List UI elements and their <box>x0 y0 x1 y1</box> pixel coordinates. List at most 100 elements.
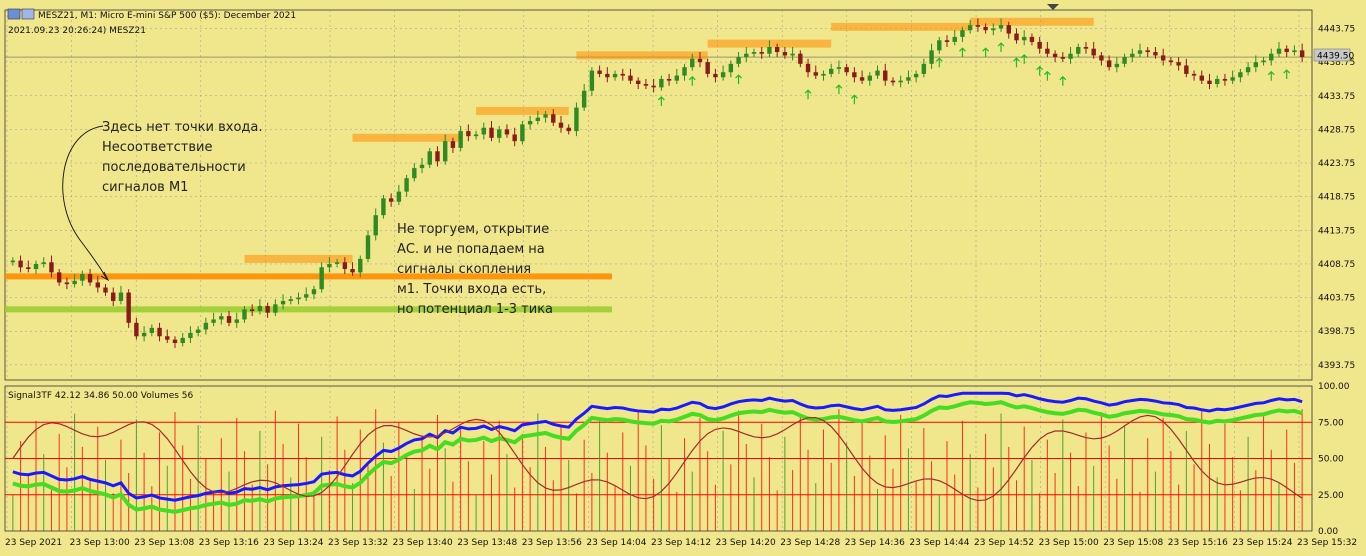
up-arrow-icon <box>1013 57 1020 68</box>
scroll-marker-icon[interactable] <box>1047 4 1059 10</box>
candle-body <box>574 107 579 132</box>
candle-body <box>358 258 363 273</box>
candle-body <box>134 322 139 337</box>
candle-body <box>1160 55 1166 61</box>
candle-body <box>1253 62 1259 68</box>
candle-body <box>172 339 178 343</box>
indicator-axis: 100.00 75.00 50.00 25.00 0.00 <box>1318 382 1350 537</box>
candle-body <box>311 289 317 295</box>
candle-body <box>813 72 818 76</box>
candle-body <box>319 267 324 290</box>
time-tick-label: 23 Sep 15:08 <box>1103 538 1163 548</box>
candle-body <box>659 78 664 88</box>
candle-body <box>373 215 378 236</box>
candle-body <box>1184 65 1189 74</box>
candle-body <box>921 63 927 74</box>
candle-body <box>1261 60 1266 63</box>
candle-body <box>350 269 355 273</box>
candle-body <box>635 80 641 84</box>
time-tick-label: 23 Sep 2021 <box>5 538 62 548</box>
price-tick-label: 4393.75 <box>1318 361 1355 371</box>
candle-body <box>365 235 371 259</box>
candle-body <box>419 164 425 169</box>
candle-body <box>836 67 842 69</box>
signal-line-green <box>12 400 1303 514</box>
candle-body <box>744 53 749 58</box>
up-arrow-icon <box>1036 65 1044 76</box>
up-arrow-icon <box>997 42 1005 53</box>
candle-body <box>682 67 687 76</box>
candle-body <box>620 73 625 76</box>
window-icon-2 <box>21 8 35 20</box>
candle-body <box>296 297 301 300</box>
candle-body <box>605 73 610 78</box>
price-tick-label: 4423.75 <box>1318 159 1355 169</box>
candle-body <box>473 134 479 137</box>
price-label: 4439.50 <box>1313 48 1354 62</box>
up-arrow-icon <box>1059 75 1067 86</box>
candle-body <box>805 63 811 73</box>
candle-body <box>273 304 278 313</box>
main-grid <box>4 9 1313 381</box>
candle-body <box>952 36 957 42</box>
candle-body <box>960 30 965 37</box>
candle-body <box>975 25 981 27</box>
candle-body <box>790 53 795 56</box>
buy-arrows <box>657 42 1291 106</box>
candle-body <box>111 292 116 301</box>
candle-body <box>751 52 757 54</box>
candle-body <box>690 58 695 68</box>
candle-body <box>442 141 448 162</box>
main-frame <box>4 9 1313 381</box>
candle-body <box>1276 48 1282 54</box>
candle-body <box>628 75 633 81</box>
candle-body <box>589 70 595 91</box>
candle-body <box>798 53 803 64</box>
candle-body <box>1114 63 1120 68</box>
time-tick-label: 23 Sep 14:44 <box>909 538 969 548</box>
candle-body <box>1029 36 1035 42</box>
up-arrow-icon <box>1020 54 1028 64</box>
candle-body <box>728 63 734 73</box>
candle-body <box>1060 57 1066 59</box>
candle-body <box>821 73 826 76</box>
candle-body <box>149 327 155 333</box>
cluster-box <box>970 17 1094 26</box>
candle-body <box>10 260 16 263</box>
candle-body <box>1145 50 1150 53</box>
up-arrow-icon <box>850 94 858 105</box>
candle-body <box>242 309 247 320</box>
candle-body <box>1006 25 1011 34</box>
price-tick-label: 4398.75 <box>1318 327 1355 337</box>
candle-body <box>497 129 502 138</box>
time-tick-label: 23 Sep 15:24 <box>1232 538 1292 548</box>
candle-body <box>543 114 548 118</box>
candle-body <box>612 73 618 78</box>
candle-body <box>481 127 486 135</box>
candle-body <box>852 72 857 78</box>
candle-body <box>304 294 309 298</box>
candle-body <box>1130 53 1135 58</box>
candle-body <box>49 262 54 273</box>
candle-body <box>165 336 170 340</box>
candle-body <box>118 292 124 301</box>
time-tick-label: 23 Sep 13:40 <box>393 538 453 548</box>
time-tick-label: 23 Sep 13:08 <box>134 538 194 548</box>
candle-body <box>759 52 764 54</box>
candle-body <box>535 117 541 121</box>
candle-body <box>1137 50 1143 54</box>
candle-body <box>643 84 649 86</box>
candle-body <box>381 198 386 216</box>
support-zone <box>5 306 612 313</box>
candle-body <box>504 129 510 135</box>
price-tick-label: 4438.75 <box>1318 58 1355 68</box>
cluster-box <box>244 254 353 263</box>
candle-body <box>327 263 332 268</box>
candle-body <box>342 262 348 269</box>
candle-body <box>1014 33 1019 41</box>
candle-body <box>906 77 911 81</box>
up-arrow-icon <box>1283 69 1291 80</box>
candle-body <box>26 267 31 269</box>
indicator-tick-label: 100.00 <box>1318 382 1350 392</box>
